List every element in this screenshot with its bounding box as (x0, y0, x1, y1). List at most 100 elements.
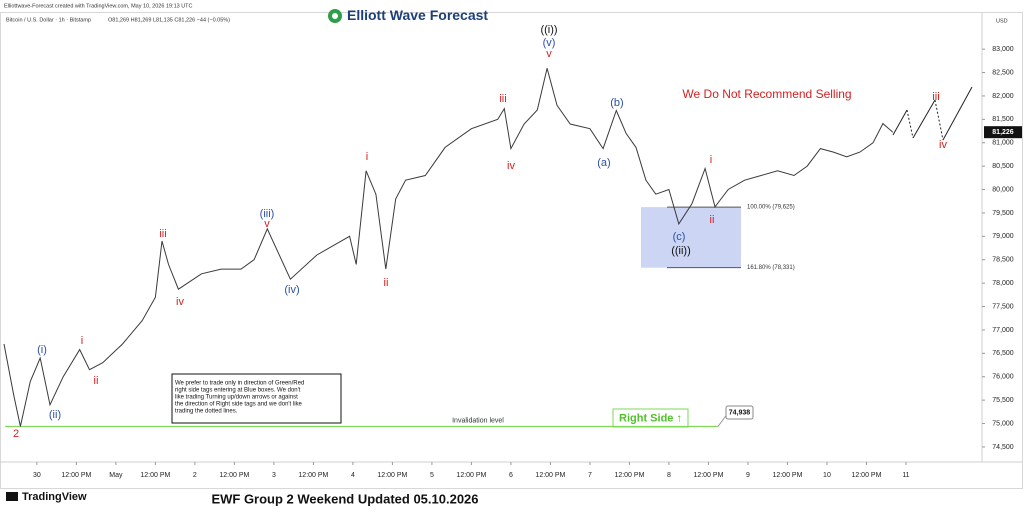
x-tick-label: 12:00 PM (298, 472, 328, 479)
projection (892, 86, 973, 141)
right-side-tag: Right Side ↑ (612, 408, 689, 428)
x-tick-label: 12:00 PM (219, 472, 249, 479)
footer: TradingView EWF Group 2 Weekend Updated … (6, 491, 479, 506)
x-tick-label: 11 (902, 472, 909, 479)
y-tick-label: 78,500 (992, 257, 1014, 264)
wave-label: (c) (673, 231, 686, 243)
warning: We Do Not Recommend Selling (682, 87, 851, 101)
x-tick-label: 30 (33, 472, 41, 479)
footer-logo: TradingView (22, 491, 87, 503)
wave-label: (b) (610, 97, 623, 109)
fib-label: 161.80% (78,331) (747, 265, 795, 271)
fib-label: 100.00% (79,625) (747, 205, 795, 211)
projection-leg (906, 109, 914, 139)
y-tick-label: 75,000 (992, 420, 1014, 427)
wave-label: (iii) (260, 208, 275, 220)
note-box: We prefer to trade only in direction of … (171, 373, 342, 424)
y-tick-label: 81,500 (992, 116, 1014, 123)
invalidation-tag (725, 405, 754, 420)
x-tick-label: 2 (193, 472, 197, 479)
x-tick-label: 12:00 PM (693, 472, 723, 479)
brand-logo: Elliott Wave Forecast (328, 7, 488, 23)
wave-label: i (81, 335, 83, 347)
x-tick-label: 12:00 PM (535, 472, 565, 479)
x-tick-label: 5 (430, 472, 434, 479)
wave-label: i (710, 154, 712, 166)
currency: USD (996, 18, 1008, 24)
note-line: trading the dotted lines. (175, 409, 238, 415)
wave-label: (iv) (284, 284, 299, 296)
x-tick-label: 3 (272, 472, 276, 479)
x-tick-label: 4 (351, 472, 355, 479)
y-tick-label: 80,500 (992, 163, 1014, 170)
x-tick-label: 12:00 PM (61, 472, 91, 479)
last-price-label: 81,226 (992, 129, 1014, 136)
x-tick-label: May (109, 472, 123, 479)
x-tick-label: 6 (509, 472, 513, 479)
x-tick-label: 12:00 PM (456, 472, 486, 479)
y-tick-label: 78,000 (992, 280, 1014, 287)
wave-label: i (366, 151, 368, 163)
y-tick-label: 83,000 (992, 46, 1014, 53)
wave-label: iv (176, 296, 184, 308)
wave-label: iii (499, 93, 506, 105)
y-tick-label: 81,000 (992, 140, 1014, 147)
wave-label: 2 (13, 428, 19, 440)
y-tick-label: 80,000 (992, 186, 1014, 193)
note-line: right side tags entering at Blue boxes. … (175, 388, 301, 394)
wave-label: ((ii)) (671, 245, 691, 257)
y-tick-label: 82,000 (992, 93, 1014, 100)
ohlc: O81,269 H81,269 L81,135 C81,226 −44 (−0.… (108, 17, 230, 23)
x-tick-label: 12:00 PM (851, 472, 881, 479)
invalidation-text: Invalidation level (452, 417, 504, 424)
note-line: the direction of Right side tags and we … (175, 402, 303, 408)
frame (0, 12, 1023, 489)
note-line: We prefer to trade only in direction of … (175, 381, 304, 387)
projection-leg (942, 86, 973, 141)
invalidation-value: 74,938 (729, 409, 751, 416)
y-tick-label: 74,500 (992, 444, 1014, 451)
y-tick-label: 76,000 (992, 374, 1014, 381)
y-tick-label: 82,500 (992, 69, 1014, 76)
blue-box (641, 207, 741, 268)
chart-title: EWF Group 2 Weekend Updated 05.10.2026 (211, 491, 478, 506)
wave-label: ii (710, 214, 715, 226)
credit: Elliottwave-Forecast created with Tradin… (4, 3, 193, 9)
y-tick-label: 77,000 (992, 327, 1014, 334)
wave-label: ii (94, 375, 99, 387)
wave-label: (v) (543, 37, 556, 49)
projection-leg (912, 99, 936, 139)
wave-label: iv (507, 160, 515, 172)
x-tick-label: 12:00 PM (772, 472, 802, 479)
projection-leg (892, 109, 908, 136)
footer-logo-icon (6, 492, 18, 501)
price-line (3, 68, 894, 427)
wave-label: iv (939, 139, 947, 151)
y-tick-label: 79,500 (992, 210, 1014, 217)
x-tick-label: 12:00 PM (377, 472, 407, 479)
wave-label: ((i)) (540, 24, 557, 36)
wave-label: iii (159, 228, 166, 240)
symbol: Bitcoin / U.S. Dollar · 1h · Bitstamp (6, 17, 91, 23)
last-price-tag (984, 126, 1022, 139)
wave-label: (a) (597, 157, 610, 169)
y-tick-label: 76,500 (992, 350, 1014, 357)
x-tick-label: 12:00 PM (140, 472, 170, 479)
logo-icon-inner (332, 13, 338, 19)
wave-label: (ii) (49, 409, 61, 421)
x-tick-label: 9 (746, 472, 750, 479)
wave-label: iii (932, 91, 939, 103)
right-side-text: Right Side ↑ (619, 412, 682, 424)
brand-name: Elliott Wave Forecast (347, 7, 488, 23)
note-line: like trading Turning up/down arrows or a… (175, 395, 298, 401)
y-tick-label: 75,500 (992, 397, 1014, 404)
x-tick-label: 7 (588, 472, 592, 479)
x-tick-label: 12:00 PM (614, 472, 644, 479)
x-tick-label: 8 (667, 472, 671, 479)
x-tick-label: 10 (823, 472, 831, 479)
projection-leg (934, 99, 944, 141)
wave-label: (i) (37, 344, 47, 356)
y-tick-label: 79,000 (992, 233, 1014, 240)
